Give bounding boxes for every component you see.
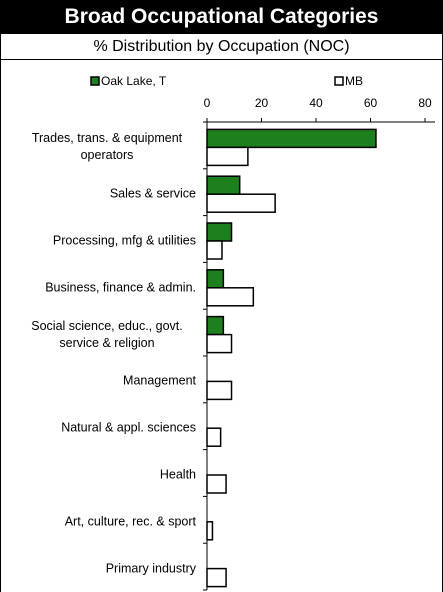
bar bbox=[206, 240, 223, 260]
bar bbox=[206, 287, 255, 307]
bar bbox=[206, 380, 233, 401]
category-text: Art, culture, rec. & sport bbox=[64, 514, 196, 529]
bar bbox=[206, 567, 227, 588]
bar bbox=[206, 128, 377, 149]
chart-title: Broad Occupational Categories bbox=[0, 0, 443, 34]
bar bbox=[206, 175, 241, 195]
bar bbox=[206, 521, 214, 541]
category-text: Natural & appl. sciences bbox=[61, 420, 196, 435]
bar bbox=[206, 193, 276, 213]
y-tick-label: Health bbox=[4, 467, 196, 484]
y-tick-label: Trades, trans. & equipment operators bbox=[4, 130, 196, 164]
legend-label: MB bbox=[345, 74, 363, 88]
category-text: Sales & service bbox=[109, 186, 196, 201]
bar bbox=[206, 146, 249, 167]
bar bbox=[206, 333, 233, 354]
legend-swatch bbox=[90, 76, 100, 86]
bar bbox=[206, 269, 225, 289]
y-tick-label: Processing, mfg & utilities bbox=[4, 233, 196, 250]
category-text: Business, finance & admin. bbox=[45, 280, 196, 295]
category-text: Management bbox=[123, 373, 196, 388]
bar bbox=[206, 315, 225, 336]
y-tick-label: Natural & appl. sciences bbox=[4, 420, 196, 437]
y-tick-label: Sales & service bbox=[4, 186, 196, 203]
y-tick-label: Art, culture, rec. & sport bbox=[4, 513, 196, 530]
category-text: Primary industry bbox=[105, 561, 196, 576]
bar bbox=[206, 474, 227, 494]
y-tick-label: Primary industry bbox=[4, 560, 196, 577]
category-text: Processing, mfg & utilities bbox=[52, 233, 196, 248]
x-tick-label: 40 bbox=[309, 96, 323, 110]
y-tick-label: Management bbox=[4, 373, 196, 390]
x-tick-label: 20 bbox=[255, 96, 269, 110]
y-tick-label: Business, finance & admin. bbox=[4, 279, 196, 296]
category-text: Social science, educ., govt. service & r… bbox=[31, 318, 183, 350]
category-text: Trades, trans. & equipment operators bbox=[31, 131, 183, 163]
y-tick-label: Social science, educ., govt. service & r… bbox=[4, 318, 196, 352]
legend-label: Oak Lake, T bbox=[101, 74, 167, 88]
x-tick-label: 80 bbox=[418, 96, 432, 110]
legend-swatch bbox=[334, 76, 344, 86]
bar bbox=[206, 222, 233, 242]
x-tick-label: 0 bbox=[204, 96, 211, 110]
x-tick-label: 60 bbox=[364, 96, 378, 110]
category-text: Health bbox=[159, 467, 196, 482]
bar bbox=[206, 427, 222, 447]
